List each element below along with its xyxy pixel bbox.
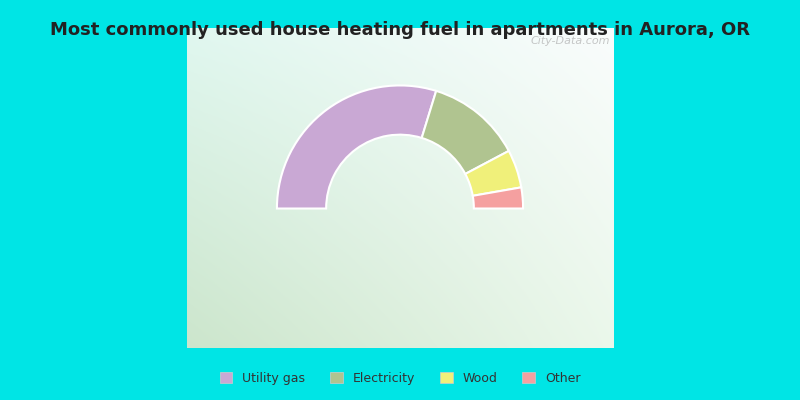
Wedge shape — [422, 91, 509, 174]
Legend: Utility gas, Electricity, Wood, Other: Utility gas, Electricity, Wood, Other — [214, 367, 586, 390]
Wedge shape — [466, 151, 522, 196]
Text: City-Data.com: City-Data.com — [530, 36, 610, 46]
Wedge shape — [473, 187, 523, 208]
Wedge shape — [277, 86, 436, 208]
Text: Most commonly used house heating fuel in apartments in Aurora, OR: Most commonly used house heating fuel in… — [50, 21, 750, 39]
